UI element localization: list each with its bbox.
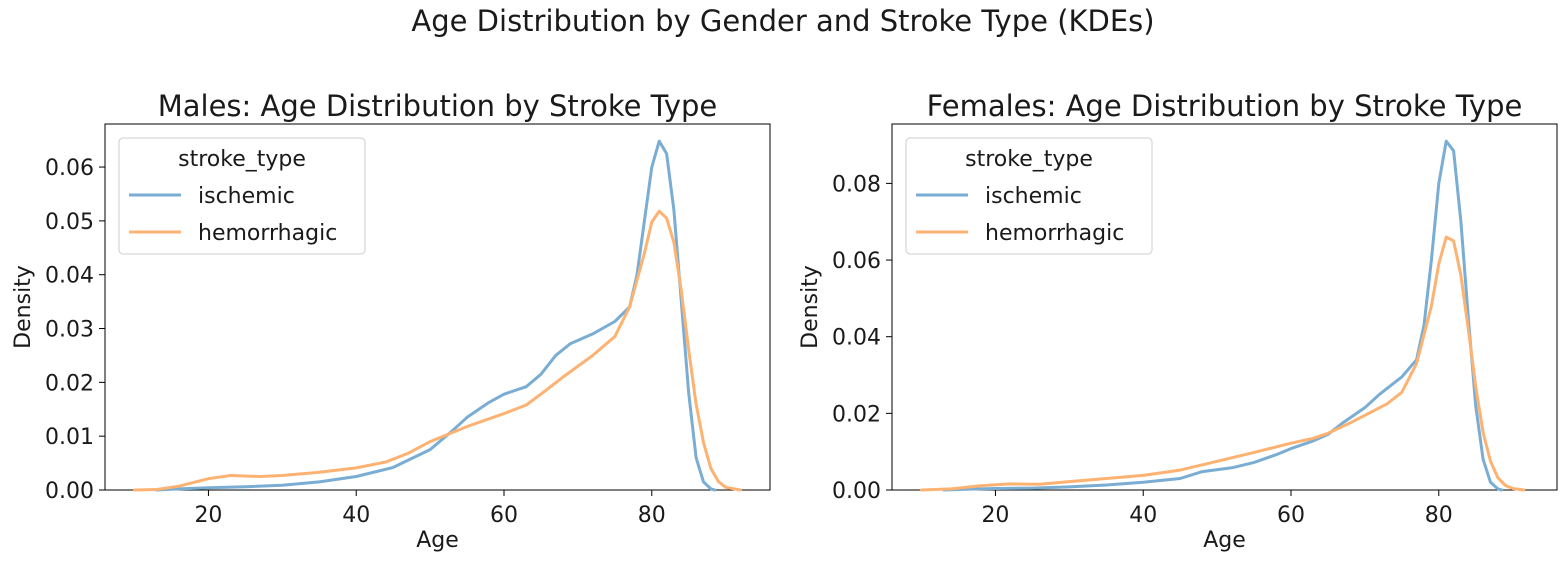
panel-females-ytick-label: 0.02: [832, 402, 881, 427]
panel-females-legend-label-hemorrhagic: hemorrhagic: [985, 221, 1124, 246]
panel-males-title: Males: Age Distribution by Stroke Type: [158, 89, 718, 123]
panel-males-xtick-label: 20: [194, 503, 222, 528]
panel-males-ylabel: Density: [11, 265, 36, 349]
panel-males-xlabel: Age: [416, 528, 459, 553]
panel-males-legend-label-ischemic: ischemic: [198, 184, 295, 209]
panel-males-ytick-label: 0.02: [45, 371, 94, 396]
panel-females-ytick-label: 0.06: [832, 249, 881, 274]
panel-females-legend-title: stroke_type: [965, 147, 1093, 172]
panel-females-ytick-label: 0.04: [832, 326, 881, 351]
panel-females-xtick-label: 60: [1277, 503, 1305, 528]
panel-females-title: Females: Age Distribution by Stroke Type: [927, 89, 1523, 123]
panel-males-series-hemorrhagic-line: [133, 209, 742, 492]
panel-females-series-ischemic-line: [942, 139, 1504, 492]
panel-males-legend-title: stroke_type: [178, 147, 306, 172]
panel-males-ytick-label: 0.04: [45, 264, 94, 289]
panel-females-xtick-label: 20: [981, 503, 1009, 528]
panel-females-series-hemorrhagic-line: [920, 235, 1526, 492]
panel-females-legend-label-ischemic: ischemic: [985, 184, 1082, 209]
panel-males-xtick-label: 80: [638, 503, 666, 528]
figure-suptitle: Age Distribution by Gender and Stroke Ty…: [411, 4, 1155, 38]
panel-females-ytick-label: 0.08: [832, 172, 881, 197]
panel-males-ytick-label: 0.03: [45, 318, 94, 343]
panel-males-xtick-label: 40: [342, 503, 370, 528]
panel-males-legend-label-hemorrhagic: hemorrhagic: [198, 221, 337, 246]
panel-females-ytick-label: 0.00: [832, 479, 881, 504]
panel-males-ytick-label: 0.01: [45, 425, 94, 450]
panel-females-axes-frame: [891, 123, 1558, 491]
panel-females-ylabel: Density: [798, 265, 823, 349]
panel-females-xtick-label: 80: [1425, 503, 1453, 528]
panel-females-xlabel: Age: [1203, 528, 1246, 553]
panel-males-ytick-label: 0.00: [45, 479, 94, 504]
panel-males-xtick-label: 60: [490, 503, 518, 528]
panel-males-legend-box: [118, 137, 366, 255]
panel-males-ytick-label: 0.05: [45, 210, 94, 235]
panel-males-ytick-label: 0.06: [45, 156, 94, 181]
panel-females-xtick-label: 40: [1129, 503, 1157, 528]
panel-females-legend-box: [905, 137, 1153, 255]
panel-males-axes-frame: [104, 123, 771, 491]
